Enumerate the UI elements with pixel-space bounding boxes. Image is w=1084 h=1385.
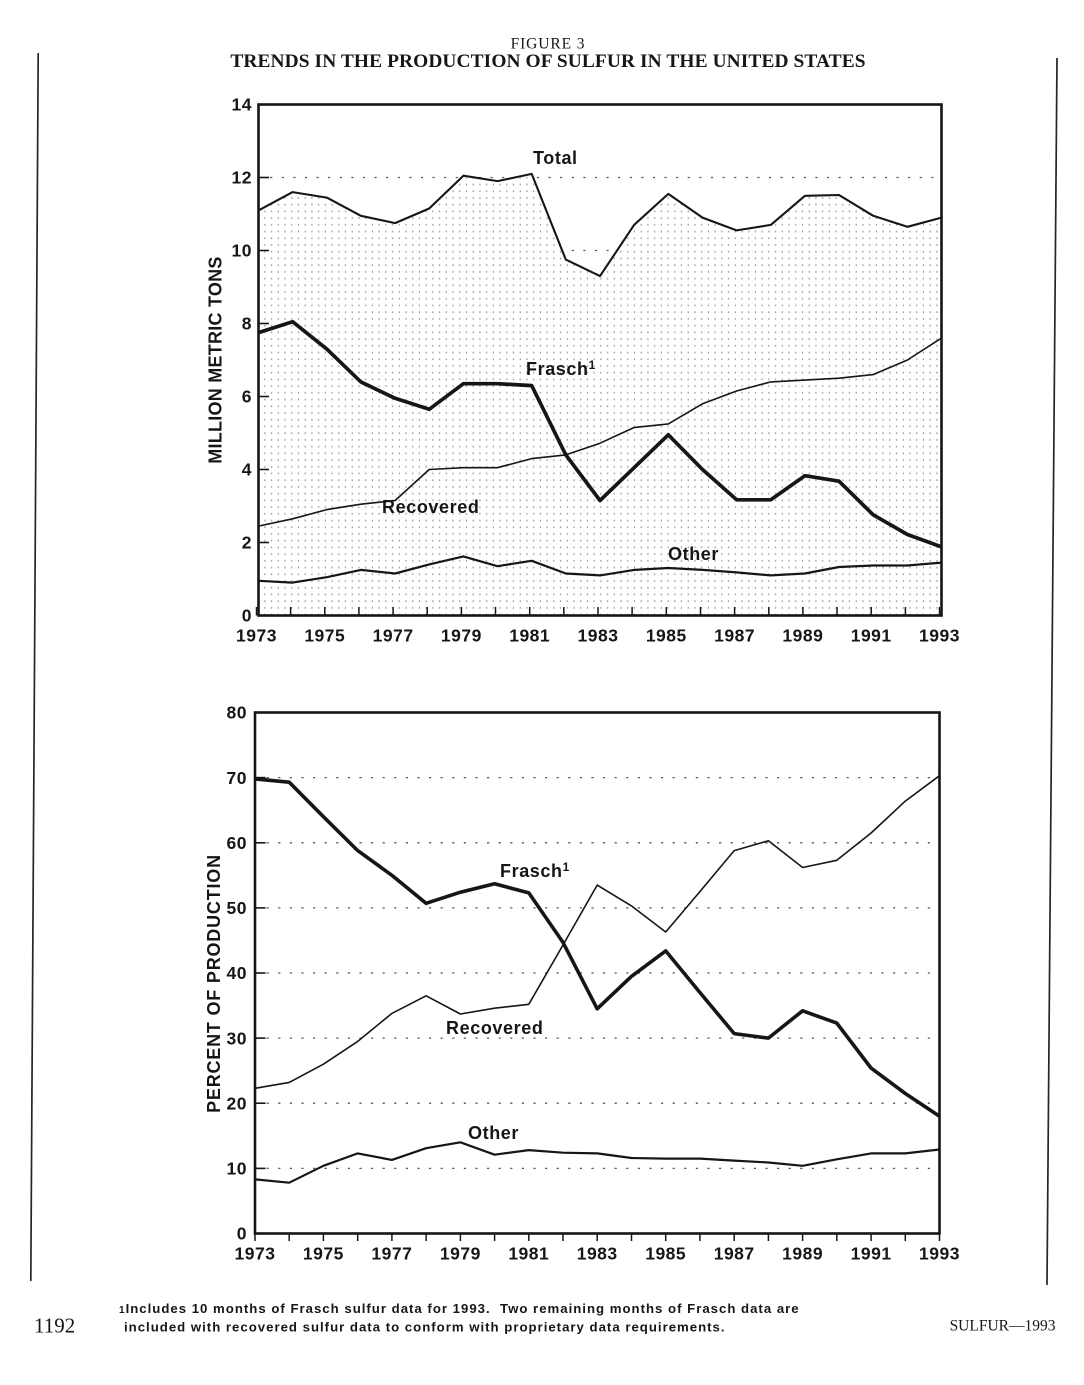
svg-text:14: 14 <box>232 95 252 115</box>
svg-text:included with recovered sulfur: included with recovered sulfur data to c… <box>124 1320 726 1335</box>
svg-text:1985: 1985 <box>646 626 687 646</box>
svg-text:80: 80 <box>227 703 247 723</box>
svg-text:1981: 1981 <box>509 626 550 646</box>
svg-text:60: 60 <box>227 833 247 853</box>
svg-text:FIGURE 3: FIGURE 3 <box>511 36 586 53</box>
svg-text:8: 8 <box>242 314 252 334</box>
svg-text:Total: Total <box>533 148 578 168</box>
svg-text:1991: 1991 <box>851 626 892 646</box>
svg-text:4: 4 <box>242 460 252 480</box>
svg-text:40: 40 <box>227 963 247 983</box>
svg-text:1975: 1975 <box>303 1244 344 1264</box>
svg-text:1993: 1993 <box>919 1244 960 1264</box>
svg-text:1973: 1973 <box>236 626 277 646</box>
svg-text:1973: 1973 <box>235 1244 276 1264</box>
svg-text:SULFUR—1993: SULFUR—1993 <box>950 1318 1056 1335</box>
svg-text:1989: 1989 <box>782 626 823 646</box>
svg-text:1993: 1993 <box>919 626 960 646</box>
svg-text:70: 70 <box>227 768 247 788</box>
svg-text:1975: 1975 <box>304 626 345 646</box>
svg-text:1977: 1977 <box>373 626 414 646</box>
svg-text:50: 50 <box>227 898 247 918</box>
svg-text:1989: 1989 <box>782 1244 823 1264</box>
svg-text:12: 12 <box>232 168 252 188</box>
svg-text:6: 6 <box>242 387 252 407</box>
svg-text:Recovered: Recovered <box>382 497 479 517</box>
svg-text:0: 0 <box>242 606 252 626</box>
svg-text:PERCENT OF PRODUCTION: PERCENT OF PRODUCTION <box>204 854 224 1113</box>
svg-text:1192: 1192 <box>34 1314 75 1338</box>
svg-text:TRENDS IN THE PRODUCTION OF SU: TRENDS IN THE PRODUCTION OF SULFUR IN TH… <box>230 51 865 72</box>
svg-text:10: 10 <box>227 1159 247 1179</box>
svg-text:1983: 1983 <box>577 1244 618 1264</box>
svg-text:1987: 1987 <box>714 626 755 646</box>
svg-text:1Includes 10 months of Frasch: 1Includes 10 months of Frasch sulfur dat… <box>119 1301 800 1316</box>
svg-text:0: 0 <box>237 1224 247 1244</box>
svg-text:1985: 1985 <box>645 1244 686 1264</box>
svg-text:1983: 1983 <box>578 626 619 646</box>
svg-text:1979: 1979 <box>440 1244 481 1264</box>
svg-text:Recovered: Recovered <box>446 1018 543 1038</box>
svg-text:20: 20 <box>227 1094 247 1114</box>
svg-text:1977: 1977 <box>371 1244 412 1264</box>
svg-text:Frasch1: Frasch1 <box>500 860 570 881</box>
svg-text:1987: 1987 <box>714 1244 755 1264</box>
svg-text:1991: 1991 <box>851 1244 892 1264</box>
svg-text:Frasch1: Frasch1 <box>526 358 596 379</box>
svg-text:2: 2 <box>242 533 252 553</box>
svg-text:30: 30 <box>227 1028 247 1048</box>
svg-text:Other: Other <box>668 544 719 564</box>
svg-text:MILLION METRIC TONS: MILLION METRIC TONS <box>206 256 226 463</box>
svg-text:1981: 1981 <box>508 1244 549 1264</box>
svg-text:1979: 1979 <box>441 626 482 646</box>
svg-text:10: 10 <box>232 241 252 261</box>
svg-text:Other: Other <box>468 1123 519 1143</box>
